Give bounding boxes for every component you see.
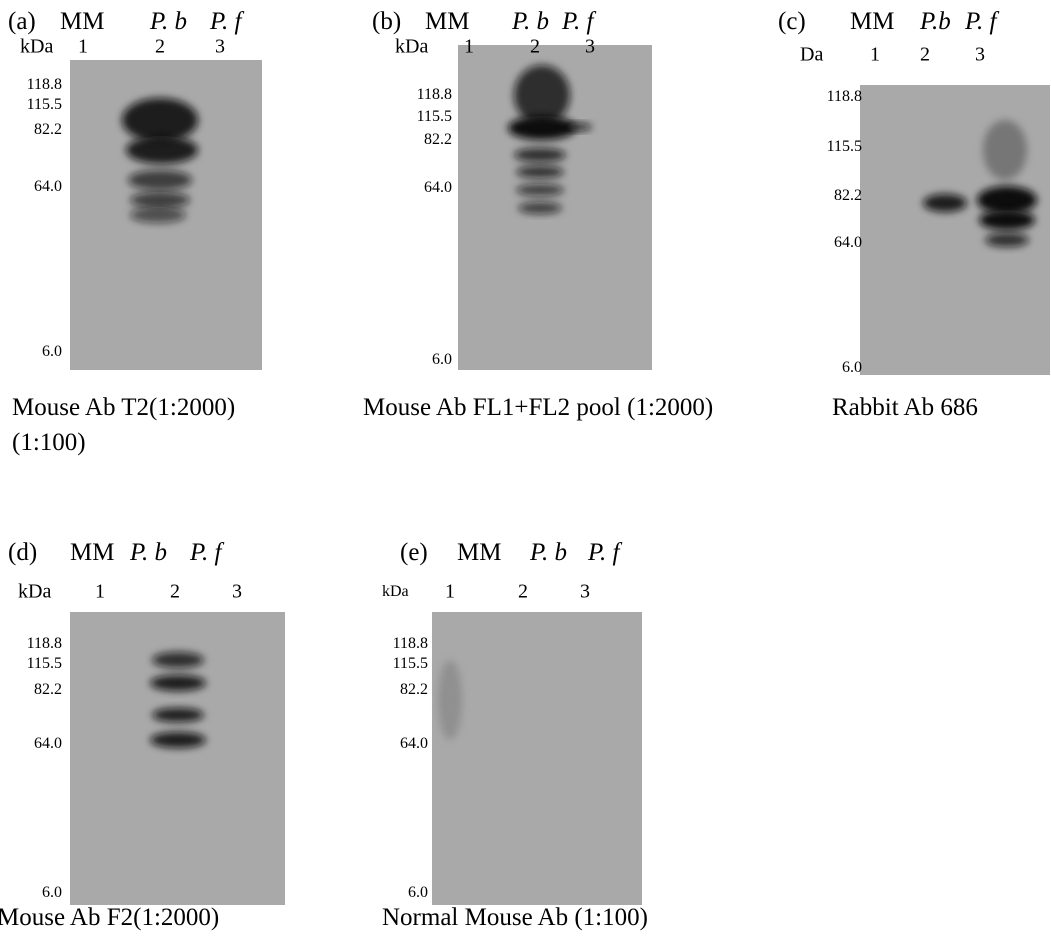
band (122, 98, 198, 142)
caption: Mouse Ab T2(1:2000) (12, 394, 236, 421)
band (128, 170, 192, 190)
panel-header: (d) (8, 539, 38, 566)
caption: Mouse Ab FL1+FL2 pool (1:2000) (363, 394, 714, 421)
lane-label: kDa (395, 35, 429, 58)
marker-label: 115.5 (826, 138, 862, 155)
band (508, 116, 576, 140)
panel-header: P.b (920, 8, 951, 35)
marker-label: 82.2 (34, 121, 62, 138)
band (516, 166, 564, 178)
lane-label: 2 (920, 43, 930, 66)
lane-label: 2 (170, 580, 180, 603)
marker-label: 64.0 (834, 234, 862, 251)
band (514, 65, 570, 125)
band (564, 123, 592, 131)
panel-header: MM (457, 539, 502, 566)
marker-label: 82.2 (400, 681, 428, 698)
marker-label: 6.0 (432, 351, 452, 368)
panel-header: P. f (190, 539, 222, 566)
band (152, 708, 204, 722)
marker-label: 118.8 (392, 635, 428, 652)
lane-label: 3 (585, 35, 595, 58)
band (152, 652, 204, 668)
marker-label: 115.5 (26, 96, 62, 113)
marker-label: 118.8 (826, 88, 862, 105)
lane-label: 2 (518, 580, 528, 603)
marker-label: 6.0 (408, 884, 428, 901)
marker-label: 82.2 (424, 131, 452, 148)
lane-label: kDa (382, 583, 409, 600)
panel-header: P. f (562, 8, 594, 35)
band (516, 184, 564, 196)
marker-label: 118.8 (416, 86, 452, 103)
caption: (1:100) (12, 429, 86, 456)
caption: Normal Mouse Ab (1:100) (382, 904, 648, 931)
marker-label: 115.5 (392, 655, 428, 672)
band (150, 675, 206, 691)
lane-label: 1 (78, 35, 88, 58)
marker-label: 115.5 (416, 108, 452, 125)
lane-label: 2 (155, 35, 165, 58)
panel-header: P. f (210, 8, 242, 35)
blot-membrane (432, 612, 642, 905)
panel-header: (c) (778, 8, 806, 35)
marker-label: 64.0 (34, 735, 62, 752)
panel-header: P. f (965, 8, 997, 35)
band (514, 148, 566, 162)
band (977, 186, 1037, 214)
panel-header: MM (70, 539, 115, 566)
lane-label: 3 (975, 43, 985, 66)
lane-label: 1 (870, 43, 880, 66)
lane-label: 3 (232, 580, 242, 603)
lane-label: kDa (20, 35, 54, 58)
panel-header: MM (850, 8, 895, 35)
marker-label: 64.0 (424, 179, 452, 196)
band (130, 192, 190, 208)
band (518, 202, 562, 214)
marker-label: 64.0 (400, 735, 428, 752)
band (985, 233, 1029, 247)
caption: Mouse Ab F2(1:2000) (0, 904, 220, 931)
panel-header: P. f (588, 539, 620, 566)
band (130, 207, 186, 223)
band (438, 660, 462, 740)
band (150, 732, 206, 748)
marker-label: 118.8 (26, 635, 62, 652)
marker-label: 6.0 (42, 884, 62, 901)
panel-header: (e) (400, 539, 428, 566)
band (126, 136, 198, 164)
panel-header: P. b (530, 539, 568, 566)
panel-header: MM (425, 8, 470, 35)
panel-header: MM (60, 8, 105, 35)
panel-header: (a) (8, 8, 36, 35)
lane-label: 3 (215, 35, 225, 58)
band (979, 210, 1035, 230)
blot-membrane (860, 85, 1050, 375)
marker-label: 115.5 (26, 655, 62, 672)
lane-label: 3 (580, 580, 590, 603)
marker-label: 6.0 (842, 359, 862, 376)
marker-label: 6.0 (42, 343, 62, 360)
lane-label: 1 (95, 580, 105, 603)
band (923, 194, 967, 212)
lane-label: 1 (445, 580, 455, 603)
marker-label: 64.0 (34, 178, 62, 195)
marker-label: 118.8 (26, 76, 62, 93)
lane-label: kDa (18, 580, 52, 603)
lane-label: 1 (464, 35, 474, 58)
marker-label: 82.2 (834, 187, 862, 204)
panel-header: P. b (130, 539, 168, 566)
band (983, 120, 1027, 180)
panel-header: P. b (150, 8, 188, 35)
panel-header: P. b (512, 8, 550, 35)
lane-label: 2 (530, 35, 540, 58)
marker-label: 82.2 (34, 681, 62, 698)
panel-header: (b) (372, 8, 402, 35)
caption: Rabbit Ab 686 (832, 394, 978, 421)
lane-label: Da (800, 43, 824, 66)
